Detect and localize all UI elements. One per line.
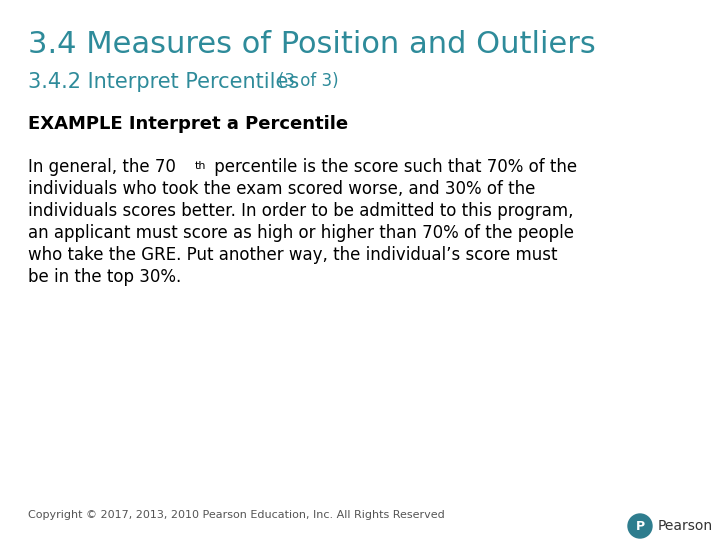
Text: percentile is the score such that 70% of the: percentile is the score such that 70% of… (209, 158, 577, 176)
Text: individuals who took the exam scored worse, and 30% of the: individuals who took the exam scored wor… (28, 180, 536, 198)
Text: an applicant must score as high or higher than 70% of the people: an applicant must score as high or highe… (28, 224, 574, 242)
Text: EXAMPLE Interpret a Percentile: EXAMPLE Interpret a Percentile (28, 115, 348, 133)
Text: Copyright © 2017, 2013, 2010 Pearson Education, Inc. All Rights Reserved: Copyright © 2017, 2013, 2010 Pearson Edu… (28, 510, 445, 520)
Text: th: th (195, 161, 207, 171)
Text: Pearson: Pearson (658, 519, 713, 533)
Text: be in the top 30%.: be in the top 30%. (28, 268, 181, 286)
Text: In general, the 70: In general, the 70 (28, 158, 176, 176)
Text: individuals scores better. In order to be admitted to this program,: individuals scores better. In order to b… (28, 202, 574, 220)
Text: 3.4 Measures of Position and Outliers: 3.4 Measures of Position and Outliers (28, 30, 595, 59)
Text: (3 of 3): (3 of 3) (278, 72, 338, 90)
Circle shape (628, 514, 652, 538)
Text: who take the GRE. Put another way, the individual’s score must: who take the GRE. Put another way, the i… (28, 246, 557, 264)
Text: P: P (636, 519, 644, 532)
Text: 3.4.2 Interpret Percentiles: 3.4.2 Interpret Percentiles (28, 72, 306, 92)
